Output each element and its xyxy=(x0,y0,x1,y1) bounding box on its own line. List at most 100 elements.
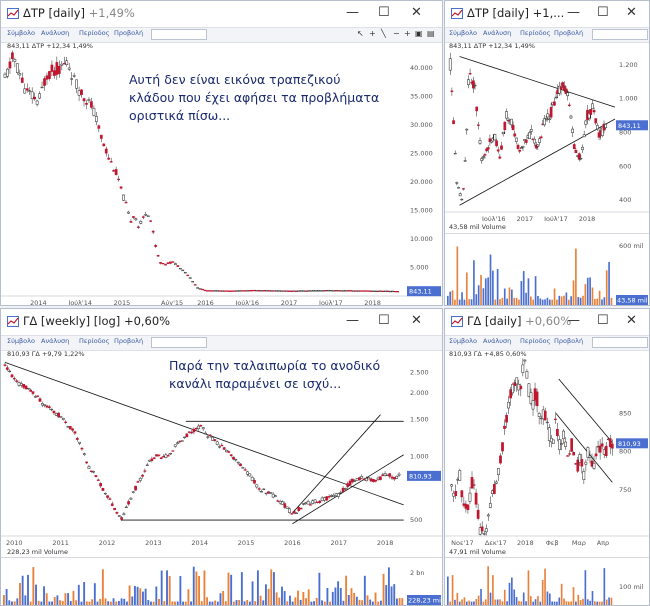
candle-body xyxy=(521,145,525,148)
close-icon[interactable]: ✕ xyxy=(626,313,637,328)
volume-bar xyxy=(37,600,40,605)
candle-body xyxy=(515,137,518,142)
zoom-in-icon[interactable]: + xyxy=(404,29,411,38)
window-titlebar[interactable]: ΓΔ [daily] +0,60% — ☐ ✕ xyxy=(445,309,649,335)
zoom-out-icon[interactable]: − xyxy=(393,29,400,38)
menu-analysis[interactable]: Ανάλυση xyxy=(41,29,70,37)
x-tick-label: 2017 xyxy=(517,215,534,222)
draw-line-icon[interactable]: ╲ xyxy=(381,29,386,38)
volume-bar xyxy=(601,601,603,605)
candle-body xyxy=(245,290,249,292)
menu-symbol[interactable]: Σύμβολο xyxy=(7,29,35,37)
volume-bar xyxy=(299,599,302,605)
candle-body xyxy=(176,265,180,267)
maximize-icon[interactable]: ☐ xyxy=(378,313,390,328)
volume-bar xyxy=(243,601,246,605)
candle-body xyxy=(262,488,266,491)
volume-bar xyxy=(456,246,459,305)
maximize-icon[interactable]: ☐ xyxy=(597,313,609,328)
maximize-icon[interactable]: ☐ xyxy=(597,5,609,20)
quote-info: 843,11 ΔΤΡ +12,34 1,49% xyxy=(449,42,535,50)
minimize-icon[interactable]: — xyxy=(346,313,359,328)
candle-body xyxy=(253,289,256,292)
volume-bar xyxy=(350,588,353,605)
volume-bar xyxy=(494,299,497,305)
close-icon[interactable]: ✕ xyxy=(411,313,422,328)
volume-bar xyxy=(461,599,463,605)
minimize-icon[interactable]: — xyxy=(346,5,359,20)
menu-view[interactable]: Προβολή xyxy=(554,29,584,37)
menu-symbol[interactable]: Σύμβολο xyxy=(7,337,35,345)
menu-period[interactable]: Περίοδος xyxy=(520,337,551,345)
candle-body xyxy=(102,143,106,147)
menu-symbol[interactable]: Σύμβολο xyxy=(449,337,477,345)
volume-bar xyxy=(232,601,235,605)
volume-bar xyxy=(534,599,537,605)
close-icon[interactable]: ✕ xyxy=(626,5,637,20)
minimize-icon[interactable]: — xyxy=(567,313,580,328)
candle-body xyxy=(388,290,392,293)
candle-body xyxy=(203,289,207,292)
volume-bar xyxy=(379,600,382,605)
candle-body xyxy=(3,364,7,366)
candle-body xyxy=(386,474,389,476)
volume-bar xyxy=(477,285,480,305)
candle-body xyxy=(569,115,573,119)
last-price-label: 810,93 xyxy=(618,440,641,448)
candle-body xyxy=(50,64,54,72)
volume-bar xyxy=(291,601,294,605)
candle-body xyxy=(234,459,238,461)
x-tick-label: 2016 xyxy=(197,299,214,306)
symbol-search-input[interactable] xyxy=(592,29,648,40)
candle-body xyxy=(48,71,51,79)
candle-body xyxy=(188,277,192,279)
menu-view[interactable]: Προβολή xyxy=(114,337,144,345)
window-titlebar[interactable]: ΔΤΡ [daily] +1,49% — ☐ ✕ xyxy=(1,1,442,27)
volume-chart-w2[interactable]: 600 mil 43,58 mil xyxy=(445,233,649,305)
window-titlebar[interactable]: ΔΤΡ [daily] +1,... — ☐ ✕ xyxy=(445,1,649,27)
close-icon[interactable]: ✕ xyxy=(411,5,422,20)
window-titlebar[interactable]: ΓΔ [weekly] [log] +0,60% — ☐ ✕ xyxy=(1,309,442,335)
y-tick-label: 800 xyxy=(619,129,631,137)
price-chart-w2[interactable]: 1.200 1.000 800 600 400 Ιούλ'16 2017 Ιούλ'17 201… xyxy=(445,42,649,222)
price-chart-w3[interactable]: 2.500 2.000 1.500 1.000 500 2010 2011 2012 2013 2… xyxy=(1,350,442,546)
menu-analysis[interactable]: Ανάλυση xyxy=(483,337,512,345)
menu-analysis[interactable]: Ανάλυση xyxy=(483,29,512,37)
candle-body xyxy=(579,157,583,160)
volume-bar xyxy=(139,588,142,605)
candle-body xyxy=(220,444,224,447)
y-tick-label: 400 xyxy=(619,196,631,204)
menu-period[interactable]: Περίοδος xyxy=(79,29,110,37)
candle-body xyxy=(213,439,217,441)
volume-bar xyxy=(59,600,62,605)
symbol-search-input[interactable] xyxy=(592,337,648,348)
candle-body xyxy=(208,290,212,292)
maximize-icon[interactable]: ☐ xyxy=(378,5,390,20)
menu-view[interactable]: Προβολή xyxy=(554,337,584,345)
volume-chart-w4[interactable]: 100 mil xyxy=(445,557,649,605)
volume-bar xyxy=(563,295,565,305)
menu-view[interactable]: Προβολή xyxy=(114,29,144,37)
volume-bar xyxy=(596,298,599,305)
symbol-search-input[interactable] xyxy=(151,29,207,40)
menu-analysis[interactable]: Ανάλυση xyxy=(41,337,70,345)
volume-bar xyxy=(283,591,286,605)
print-icon[interactable]: ▤ xyxy=(427,29,435,38)
volume-bar xyxy=(508,287,511,305)
candle-body xyxy=(229,454,233,456)
volume-bar xyxy=(131,596,134,605)
price-chart-w1[interactable]: 40.000 35.000 30.000 25.000 20.000 15.000 10.0… xyxy=(1,42,442,306)
menu-period[interactable]: Περίοδος xyxy=(520,29,551,37)
symbol-search-input[interactable] xyxy=(151,337,207,348)
minimize-icon[interactable]: — xyxy=(567,5,580,20)
export-icon[interactable]: ▣ xyxy=(415,29,423,38)
crosshair-icon[interactable]: + xyxy=(369,29,376,38)
candle-body xyxy=(33,96,36,100)
cursor-icon[interactable]: ↖ xyxy=(357,29,364,38)
volume-chart-w3[interactable]: 2 bn 228,23 mil xyxy=(1,557,442,605)
menu-symbol[interactable]: Σύμβολο xyxy=(449,29,477,37)
candle-body xyxy=(524,139,528,143)
menu-period[interactable]: Περίοδος xyxy=(79,337,110,345)
price-chart-w4[interactable]: 850 800 750 Νοε'17 Δεκ'17 2018 Φεβ Μαρ Απρ 810,93 xyxy=(445,350,649,546)
volume-bar xyxy=(150,601,152,605)
